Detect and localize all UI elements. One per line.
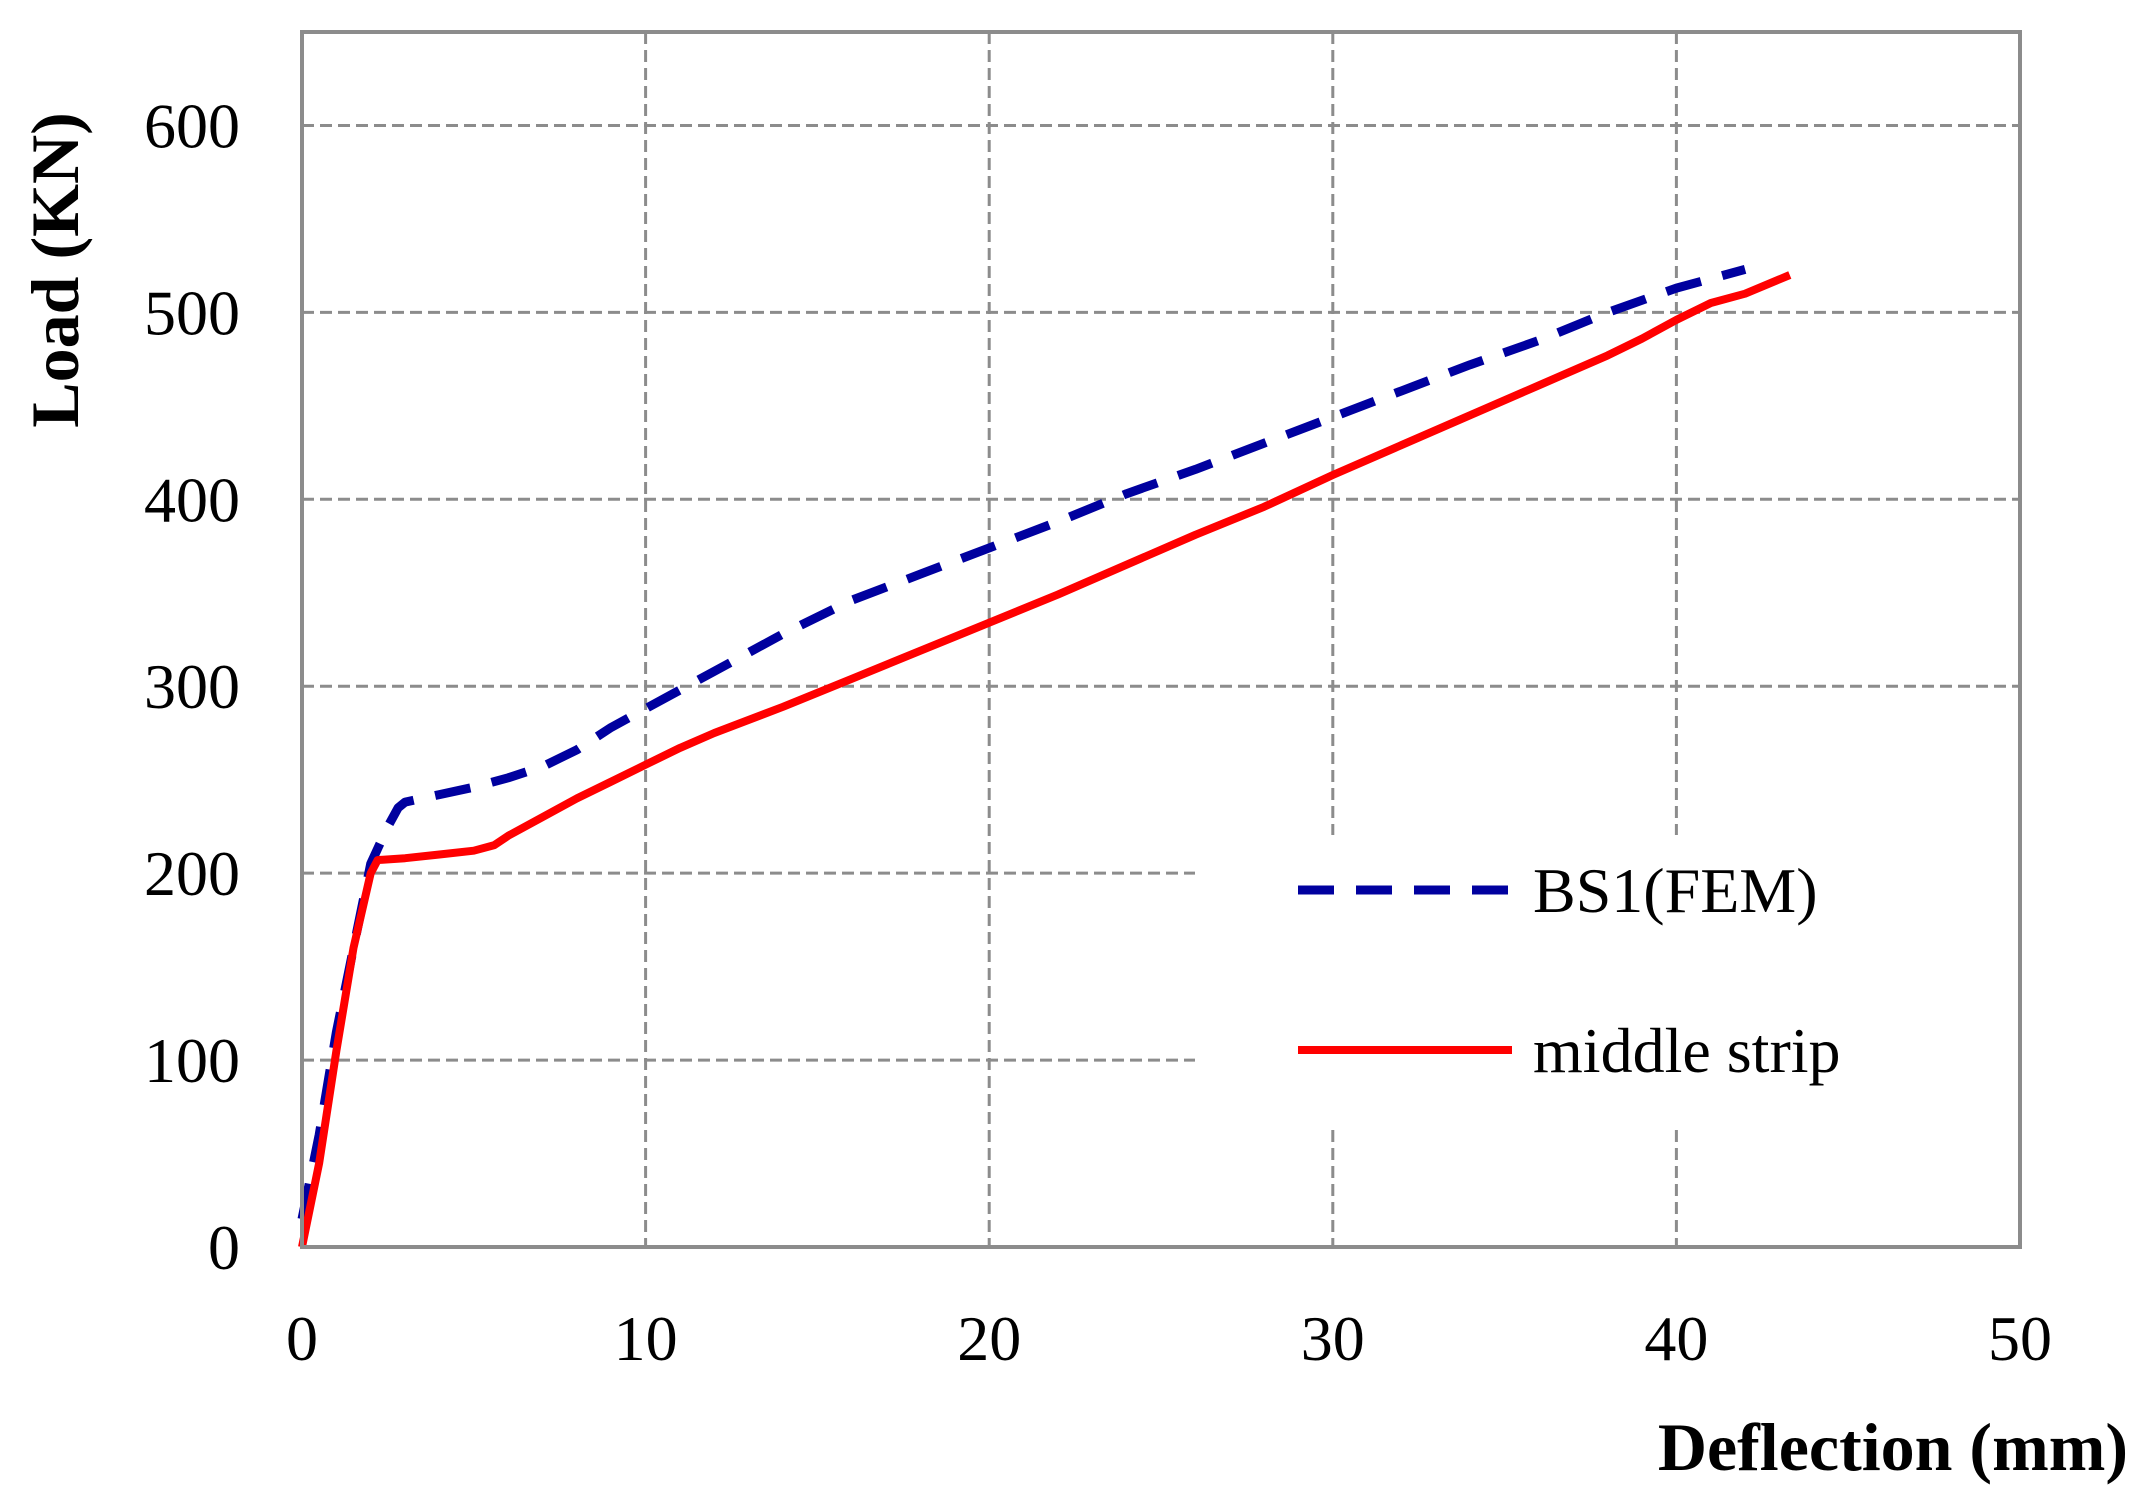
legend-label-middle-strip: middle strip <box>1533 1015 1841 1086</box>
y-tick-label-300: 300 <box>144 651 240 722</box>
x-tick-label-50: 50 <box>1988 1303 2052 1374</box>
series-line-bs1-fem <box>297 265 1747 1220</box>
x-tick-label-0: 0 <box>286 1303 318 1374</box>
y-tick-label-500: 500 <box>144 277 240 348</box>
y-tick-label-200: 200 <box>144 838 240 909</box>
y-tick-label-400: 400 <box>144 464 240 535</box>
x-tick-label-20: 20 <box>957 1303 1021 1374</box>
y-tick-label-600: 600 <box>144 90 240 161</box>
legend: BS1(FEM) middle strip <box>1195 835 2020 1125</box>
y-axis-title: Load (KN) <box>17 112 93 427</box>
x-tick-label-30: 30 <box>1301 1303 1365 1374</box>
y-tick-label-100: 100 <box>144 1025 240 1096</box>
y-tick-label-0: 0 <box>208 1212 240 1283</box>
plot-border <box>300 30 2022 1249</box>
legend-label-bs1-fem: BS1(FEM) <box>1533 855 1818 926</box>
x-axis-title: Deflection (mm) <box>1658 1409 2128 1485</box>
series-line-middle-strip <box>298 271 1792 1248</box>
legend-background <box>1195 835 2020 1125</box>
x-tick-label-40: 40 <box>1644 1303 1708 1374</box>
plot-frame <box>300 30 2022 1249</box>
series-layer <box>297 265 1792 1248</box>
x-tick-label-10: 10 <box>614 1303 678 1374</box>
